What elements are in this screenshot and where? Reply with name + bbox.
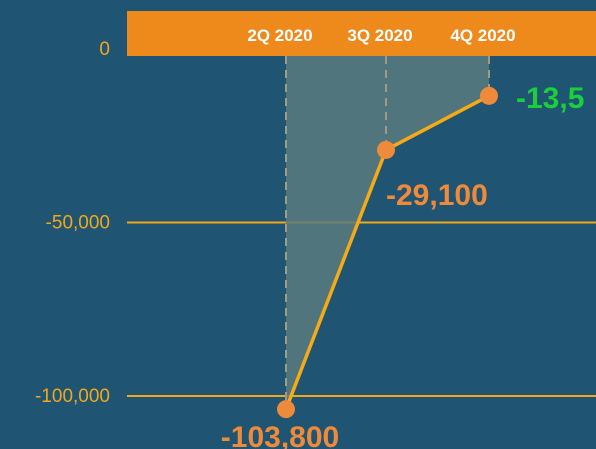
y-tick-label: -100,000 [35,386,110,407]
y-tick-label: 0 [99,39,110,60]
area-fill [286,56,489,410]
y-tick-label: -50,000 [46,213,110,234]
data-point [480,86,498,105]
x-tick-label: 4Q 2020 [450,26,515,45]
data-point [277,400,295,419]
data-label: -103,800 [221,421,339,449]
data-point [377,140,395,159]
data-label: -29,100 [386,179,488,212]
data-labels: -103,800 -29,100 -13,5 [221,82,585,449]
series-layer [277,86,498,419]
gridlines [127,221,596,397]
data-label: -13,5 [516,82,584,115]
category-header: 2Q 2020 3Q 2020 4Q 2020 [127,11,596,56]
header-bar [127,11,596,56]
x-tick-label: 2Q 2020 [247,26,312,45]
y-axis: 0 -50,000 -100,000 [35,39,110,407]
x-tick-label: 3Q 2020 [347,26,412,45]
